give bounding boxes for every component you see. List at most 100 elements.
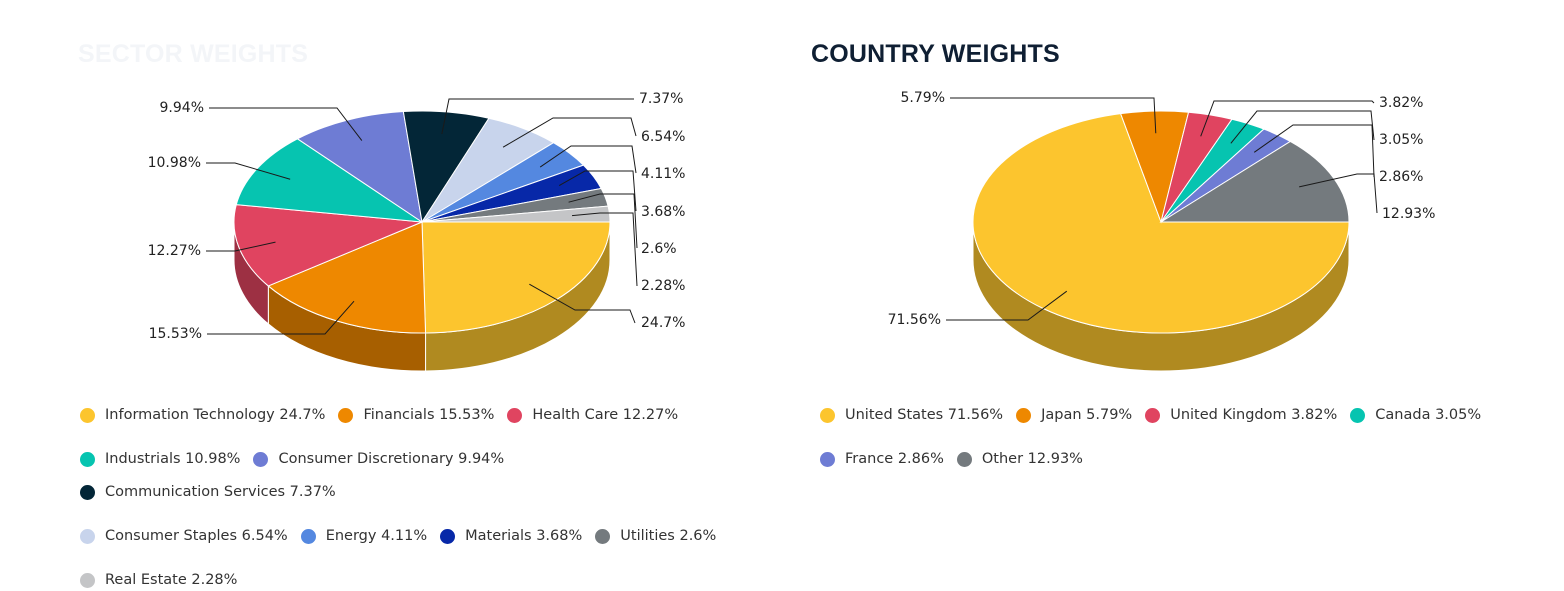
legend-label: Japan 5.79% [1041,407,1133,423]
pie-slice-industrials[interactable] [235,138,423,223]
legend-item-france[interactable]: France 2.86% [820,448,944,470]
legend-swatch [1350,407,1366,423]
legend-label: France 2.86% [845,451,944,467]
leader-line-information-technology [529,283,636,324]
leader-line-consumer-discretionary [209,107,363,141]
legend-swatch [80,528,95,544]
legend-item-canada[interactable]: Canada 3.05% [1350,404,1481,426]
sector-legend: Information Technology 24.7% Financials 1… [80,404,770,591]
data-label-other: 12.93% [1382,206,1435,222]
data-label-financials: 15.53% [149,326,202,342]
legend-label: Consumer Discretionary 9.94% [278,451,505,467]
legend-swatch [253,451,269,467]
leader-line-utilities [568,193,638,249]
data-label-consumer-discretionary: 9.94% [160,100,204,116]
legend-label: United Kingdom 3.82% [1170,407,1338,423]
legend-item-real-estate[interactable]: Real Estate 2.28% [80,569,237,591]
legend-label: United States 71.56% [845,407,1004,423]
data-label-united-kingdom: 3.82% [1379,95,1423,111]
legend-swatch [820,451,835,467]
legend-item-consumer-discretionary[interactable]: Consumer Discretionary 9.94% [253,448,504,470]
legend-label: Other 12.93% [981,451,1083,467]
leader-line-other [1299,173,1378,214]
leader-line-real-estate [571,212,638,287]
data-label-canada: 3.05% [1379,132,1423,148]
legend-swatch [595,528,611,544]
sector-chart-title: SECTOR WEIGHTS [78,40,309,68]
legend-item-materials[interactable]: Materials 3.68% [440,525,582,547]
data-label-industrials: 10.98% [148,155,201,171]
legend-label: Information Technology 24.7% [105,407,326,423]
legend-item-health-care[interactable]: Health Care 12.27% [507,404,678,426]
legend-swatch [507,407,523,423]
legend-label: Industrials 10.98% [105,451,241,467]
legend-swatch [956,451,972,467]
leader-line-industrials [206,162,291,180]
legend-swatch [80,451,95,467]
legend-label: Materials 3.68% [465,528,583,544]
legend-label: Real Estate 2.28% [105,572,238,588]
legend-swatch [820,407,835,423]
country-pie-chart: 71.56% 5.79% 3.82% 3.05% 2.86% 12.93% [888,90,1436,372]
pie-data-labels: 24.7% 15.53% 12.27% 10.98% 9.94% 7.37% 6.54% 4.… [148,91,686,342]
legend-item-japan[interactable]: Japan 5.79% [1016,404,1132,426]
legend-swatch [80,484,95,500]
data-label-france: 2.86% [1379,169,1423,185]
data-label-health-care: 12.27% [148,243,201,259]
legend-label: Utilities 2.6% [620,528,717,544]
pie-slices [972,110,1350,334]
leader-line-materials [558,170,637,212]
legend-item-financials[interactable]: Financials 15.53% [338,404,494,426]
legend-item-industrials[interactable]: Industrials 10.98% [80,448,240,470]
legend-label: Communication Services 7.37% [105,484,336,500]
legend-swatch [1016,407,1032,423]
legend-item-united-kingdom[interactable]: United Kingdom 3.82% [1145,404,1337,426]
data-label-utilities: 2.6% [641,241,677,257]
pie-slices [233,110,611,334]
data-label-energy: 4.11% [641,166,685,182]
leader-line-united-states [946,290,1068,321]
leader-line-france [1253,124,1375,178]
sector-weights-panel: SECTOR WEIGHTS 24.7% 15.53% 12.27% 10.98% 9.… [0,0,782,588]
data-label-information-technology: 24.7% [641,315,685,331]
legend-label: Energy 4.11% [325,528,428,544]
legend-item-united-states[interactable]: United States 71.56% [820,404,1003,426]
country-legend: United States 71.56% Japan 5.79% United Ki… [820,404,1520,470]
legend-item-other[interactable]: Other 12.93% [956,448,1083,470]
legend-item-consumer-staples[interactable]: Consumer Staples 6.54% [80,525,288,547]
legend-label: Health Care 12.27% [532,407,679,423]
legend-swatch [300,528,316,544]
leader-line-consumer-staples [502,117,637,148]
legend-label: Consumer Staples 6.54% [105,528,288,544]
legend-item-energy[interactable]: Energy 4.11% [300,525,428,547]
data-label-real-estate: 2.28% [641,278,685,294]
leader-line-japan [950,97,1157,134]
country-chart-title: COUNTRY WEIGHTS [811,40,1060,68]
data-label-united-states: 71.56% [888,312,941,328]
legend-swatch [80,407,95,423]
legend-item-communication-services[interactable]: Communication Services 7.37% [80,481,336,503]
pie-data-labels: 71.56% 5.79% 3.82% 3.05% 2.86% 12.93% [888,90,1436,328]
legend-item-information-technology[interactable]: Information Technology 24.7% [80,404,325,426]
leader-line-united-kingdom [1200,100,1375,137]
legend-item-utilities[interactable]: Utilities 2.6% [595,525,716,547]
data-label-japan: 5.79% [901,90,945,106]
legend-swatch [338,407,354,423]
pie-slice-other[interactable] [1159,140,1350,223]
country-weights-panel: COUNTRY WEIGHTS 71.56% 5.79% 3.82% 3.05% 2.8… [782,0,1564,554]
legend-swatch [1145,407,1161,423]
leader-line-communication-services [441,98,634,135]
data-label-materials: 3.68% [641,204,685,220]
data-label-consumer-staples: 6.54% [641,129,685,145]
pie-slice-health-care[interactable] [233,204,423,287]
leader-line-financials [207,300,355,335]
leader-line-health-care [206,241,276,252]
legend-swatch [440,528,456,544]
pie-slice-real-estate[interactable] [421,205,611,223]
legend-label: Canada 3.05% [1375,407,1482,423]
data-label-communication-services: 7.37% [639,91,683,107]
legend-label: Financials 15.53% [363,407,495,423]
legend-swatch [80,572,95,588]
sector-pie-chart: 24.7% 15.53% 12.27% 10.98% 9.94% 7.37% 6.54% 4.… [148,91,686,372]
leader-line-energy [539,145,637,174]
